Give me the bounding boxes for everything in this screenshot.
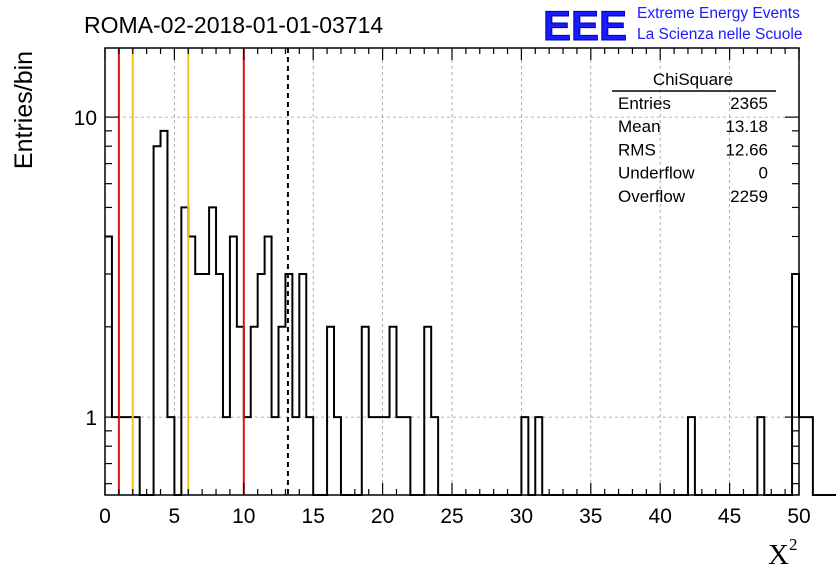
histogram-bin [195, 274, 202, 495]
histogram-bin [272, 417, 279, 495]
x-tick-label: 5 [169, 505, 181, 528]
histogram-bin [688, 417, 695, 495]
x-axis-label: X 2 [768, 535, 798, 571]
chart-title: ROMA-02-2018-01-01-03714 [84, 12, 383, 38]
histogram-bin [112, 417, 119, 495]
histogram-bin [279, 327, 286, 495]
histogram-bin [806, 417, 813, 495]
histogram-bin [258, 274, 265, 495]
x-tick-label: 25 [440, 505, 463, 528]
histogram-bin [327, 327, 334, 495]
histogram-bin [424, 327, 431, 495]
x-axis-ticks: 0 5 10 15 20 25 30 35 40 45 50 [99, 48, 811, 528]
x-tick-label: 40 [649, 505, 672, 528]
stats-box-title: ChiSquare [653, 70, 733, 89]
stats-box-rows: Entries 2365 Mean 13.18 RMS 12.66 Underflow 0 Ov… [618, 94, 768, 206]
histogram-bin [244, 417, 251, 495]
x-tick-label: 50 [787, 505, 810, 528]
histogram-bin [237, 327, 244, 495]
histogram-bin [105, 237, 112, 495]
histogram-bin [757, 417, 764, 495]
histogram-bin [306, 417, 313, 495]
stats-row-value: 12.66 [725, 140, 768, 159]
x-axis-label-superscript: 2 [789, 535, 798, 554]
histogram-bin [119, 417, 126, 495]
histogram-bin [202, 274, 209, 495]
eee-logo-mark: EEE [543, 2, 627, 49]
x-tick-label: 30 [510, 505, 533, 528]
stats-row-label: RMS [618, 140, 656, 159]
histogram-bin [230, 237, 237, 495]
stats-row-value: 2259 [730, 187, 768, 206]
histogram-bin [223, 417, 230, 495]
y-tick-label: 10 [74, 107, 97, 130]
histogram-bin [216, 274, 223, 495]
histogram-bin [403, 417, 410, 495]
x-axis-label-main: X [768, 539, 789, 571]
histogram-bin [362, 327, 369, 495]
histogram-bin [188, 237, 195, 495]
x-tick-label: 15 [302, 505, 325, 528]
histogram-series [105, 129, 836, 496]
histogram-bin [209, 207, 216, 495]
histogram-bin [799, 417, 806, 495]
histogram-bin [299, 274, 306, 495]
histogram-bin [126, 417, 133, 495]
histogram-bin [265, 237, 272, 495]
histogram-bin [390, 327, 397, 495]
histogram-bin [154, 146, 161, 495]
y-axis-ticks: 1 10 [74, 107, 799, 485]
histogram-bin [792, 274, 799, 495]
x-tick-label: 35 [579, 505, 602, 528]
stats-row-label: Entries [618, 94, 671, 113]
stats-box: ChiSquare Entries 2365 Mean 13.18 RMS 12.66 Un… [612, 70, 776, 206]
histogram-bin [181, 207, 188, 495]
eee-logo: EEE Extreme Energy Events La Scienza nel… [543, 2, 803, 50]
histogram-outline [105, 129, 836, 496]
x-tick-label: 10 [232, 505, 255, 528]
y-axis-label: Entries/bin [10, 51, 38, 169]
x-tick-label: 0 [99, 505, 111, 528]
histogram-bin [535, 417, 542, 495]
histogram-bin [133, 417, 140, 495]
x-tick-label: 20 [371, 505, 394, 528]
histogram-bin [251, 327, 258, 495]
reference-lines [117, 48, 289, 495]
histogram-bin [334, 417, 341, 495]
histogram-bin [369, 417, 376, 495]
histogram-bin [521, 417, 528, 495]
stats-row-label: Mean [618, 117, 661, 136]
eee-logo-line1: Extreme Energy Events [637, 5, 800, 22]
histogram-bin [292, 417, 299, 495]
histogram-bin [376, 417, 383, 495]
histogram-bin [161, 131, 168, 495]
histogram-bin [167, 417, 174, 495]
histogram-bin [431, 417, 438, 495]
stats-row-value: 13.18 [725, 117, 768, 136]
y-tick-label: 1 [85, 407, 97, 430]
eee-logo-line2: La Scienza nelle Scuole [637, 26, 802, 43]
stats-row-value: 0 [759, 164, 768, 183]
x-tick-label: 45 [718, 505, 741, 528]
stats-row-label: Underflow [618, 164, 695, 183]
histogram-bin [383, 417, 390, 495]
histogram-bin [396, 417, 403, 495]
stats-row-label: Overflow [618, 187, 686, 206]
stats-row-value: 2365 [730, 94, 768, 113]
